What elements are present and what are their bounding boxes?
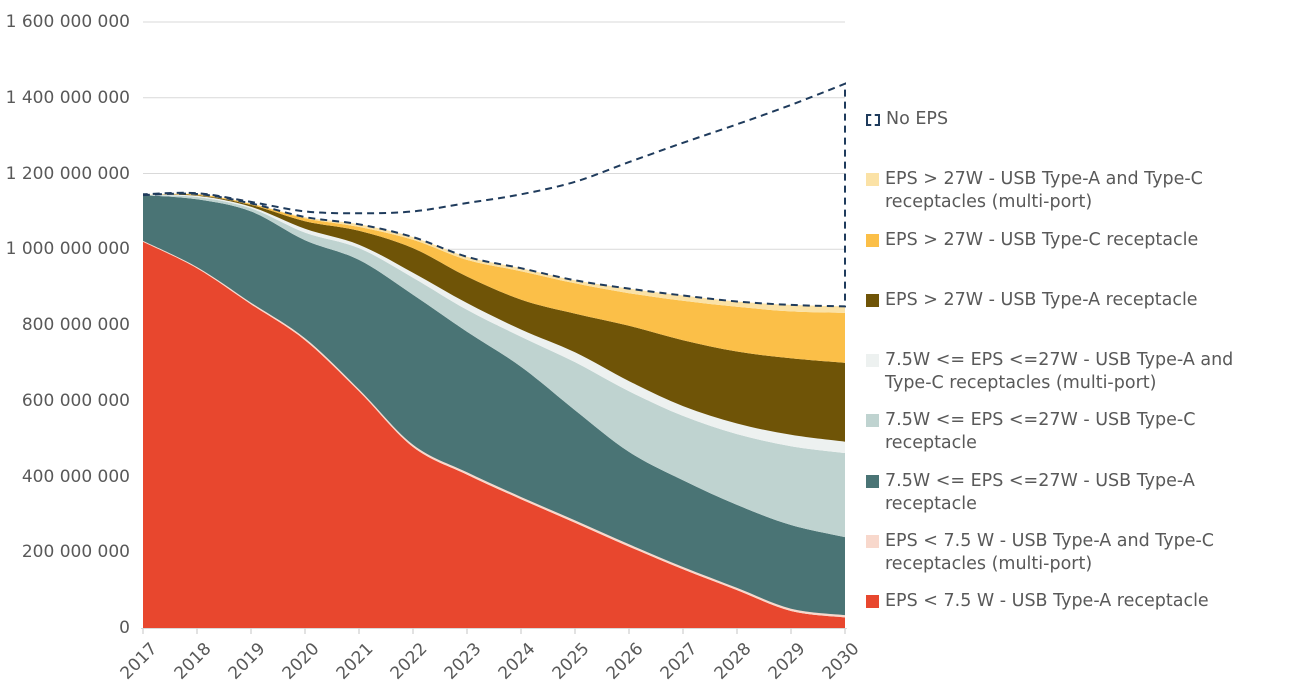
legend-item-mid-multiport: 7.5W <= EPS <=27W - USB Type-A and Type-… [866,349,1280,409]
legend-label: No EPS [886,109,949,129]
legend-label: EPS > 27W - USB Type-C receptacle [885,229,1199,250]
y-axis-label: 1 400 000 000 [5,87,130,108]
legend-item-lt7p5w-typea: EPS < 7.5 W - USB Type-A receptacle [866,590,1280,650]
legend-item-mid-typea: 7.5W <= EPS <=27W - USB Type-A receptacl… [866,470,1280,530]
color-swatch-icon [866,293,879,307]
legend-label: EPS < 7.5 W - USB Type-A receptacle [885,591,1209,612]
y-axis-label: 800 000 000 [21,315,130,335]
color-swatch-icon [866,414,879,428]
legend-item-gt27w-typec: EPS > 27W - USB Type-C receptacle [866,229,1280,289]
legend-item-no-eps: No EPS [866,108,1280,168]
color-swatch-icon [866,173,879,187]
y-axis-label: 600 000 000 [21,390,130,411]
legend-item-gt27w-multiport: EPS > 27W - USB Type-A and Type-C recept… [866,168,1280,228]
y-axis-label: 0 [119,618,130,638]
y-axis-label: 1 600 000 000 [5,12,130,32]
y-axis-label: 400 000 000 [21,466,130,487]
legend: No EPS EPS > 27W - USB Type-A and Type-C… [866,108,1280,651]
y-axis-label: 1 200 000 000 [5,163,130,184]
color-swatch-icon [866,354,879,368]
color-swatch-icon [866,535,879,549]
color-swatch-icon [866,595,879,609]
no-eps-dashed-swatch-icon [866,114,880,126]
y-axis-label: 200 000 000 [21,542,130,563]
legend-label: EPS < 7.5 W - USB Type-A and Type-C rece… [885,531,1215,575]
legend-item-gt27w-typea: EPS > 27W - USB Type-A receptacle [866,289,1280,349]
legend-label: 7.5W <= EPS <=27W - USB Type-C receptacl… [885,410,1196,454]
legend-label: 7.5W <= EPS <=27W - USB Type-A receptacl… [885,470,1195,514]
legend-label: EPS > 27W - USB Type-A and Type-C recept… [885,169,1203,213]
legend-item-mid-typec: 7.5W <= EPS <=27W - USB Type-C receptacl… [866,409,1280,469]
color-swatch-icon [866,233,879,247]
legend-item-lt7p5w-multiport: EPS < 7.5 W - USB Type-A and Type-C rece… [866,530,1280,590]
y-axis-label: 1 000 000 000 [5,239,130,260]
legend-label: EPS > 27W - USB Type-A receptacle [885,289,1198,310]
legend-label: 7.5W <= EPS <=27W - USB Type-A and Type-… [885,350,1234,394]
color-swatch-icon [866,474,879,488]
